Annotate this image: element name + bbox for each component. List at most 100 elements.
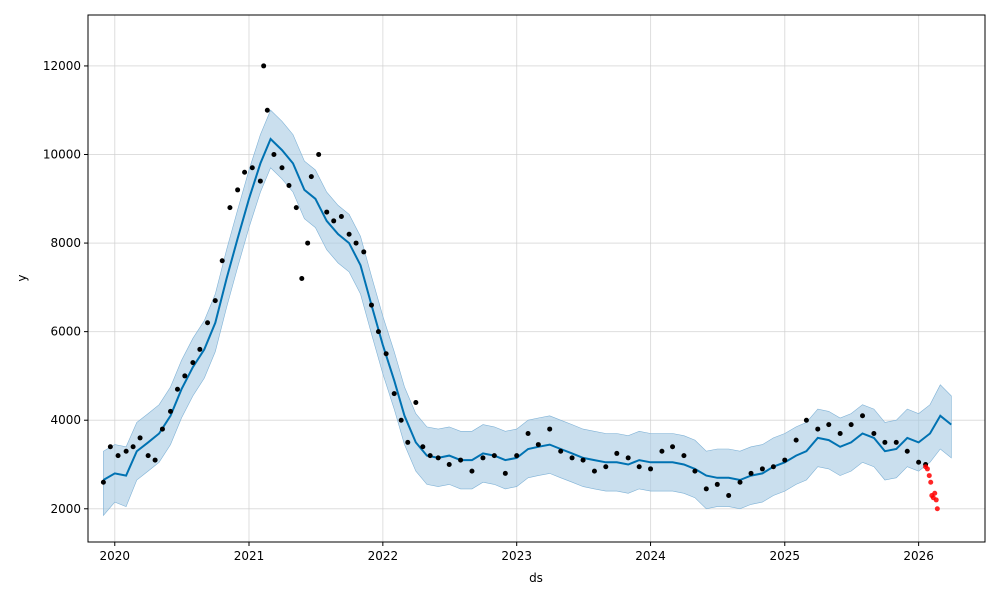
observed-point (205, 320, 211, 326)
observed-point (614, 450, 620, 456)
recent-point (934, 506, 940, 512)
recent-point (932, 490, 938, 496)
observed-point (860, 413, 866, 419)
observed-point (235, 187, 241, 193)
observed-point (368, 302, 374, 308)
uncertainty-band (103, 109, 952, 517)
observed-point (458, 457, 464, 463)
observed-point (726, 493, 732, 498)
observed-point (491, 453, 497, 459)
observed-point (286, 183, 292, 188)
observed-point (293, 205, 299, 211)
observed-point (547, 426, 553, 432)
observed-point (525, 431, 531, 436)
x-tick-label: 2020 (99, 549, 130, 563)
observed-point (308, 174, 314, 180)
observed-point (748, 470, 754, 476)
observed-point (893, 439, 899, 445)
observed-point (115, 453, 121, 459)
observed-point (331, 218, 337, 224)
plot-frame (87, 14, 986, 543)
observed-point (197, 346, 203, 352)
observed-point (123, 448, 129, 454)
observed-point (770, 464, 776, 470)
observed-point (316, 152, 322, 157)
observed-point (427, 453, 433, 459)
observed-point (435, 455, 441, 461)
observed-point (137, 435, 143, 441)
observed-point (159, 426, 165, 432)
observed-point (174, 386, 180, 392)
observed-point (580, 457, 586, 463)
observed-point (803, 417, 809, 423)
observed-point (502, 470, 508, 476)
x-tick-label: 2026 (903, 549, 934, 563)
observed-point (361, 249, 367, 255)
observed-point (279, 165, 285, 171)
observed-point (480, 455, 486, 461)
x-tick-label: 2024 (635, 549, 666, 563)
x-tick-label: 2023 (501, 549, 532, 563)
observed-point (190, 360, 196, 366)
observed-point (338, 214, 344, 219)
observed-point (299, 276, 305, 281)
observed-point (420, 444, 426, 450)
forecast-line (102, 137, 952, 482)
observed-point (782, 457, 788, 463)
x-tick-label: 2022 (368, 549, 399, 563)
observed-point (569, 455, 575, 461)
observed-point (469, 468, 475, 474)
x-tick-label: 2021 (234, 549, 265, 563)
observed-point (145, 453, 151, 459)
observed-point (383, 351, 389, 357)
observed-point (659, 448, 665, 454)
observed-point (759, 466, 765, 472)
observed-point (261, 63, 267, 69)
observed-point (848, 422, 854, 428)
recent-point (928, 479, 934, 485)
y-axis: 2000 4000 6000 8000 10000 12000 (43, 59, 88, 516)
y-tick-label: 12000 (43, 59, 81, 73)
observed-point (636, 464, 642, 470)
observed-point (353, 240, 359, 246)
observed-point (346, 231, 352, 237)
recent-point (924, 466, 930, 472)
observed-point (882, 439, 888, 445)
x-tick-label: 2025 (769, 549, 800, 563)
observed-point (648, 466, 654, 472)
observed-point (837, 431, 843, 436)
observed-point (264, 107, 270, 113)
observed-point (130, 444, 136, 450)
y-tick-label: 2000 (50, 502, 81, 516)
observed-point (793, 437, 799, 443)
observed-point (737, 479, 743, 485)
observed-point (152, 457, 158, 463)
uncertainty-band-area (103, 109, 952, 517)
observed-point (212, 298, 218, 304)
observed-point (514, 453, 520, 459)
observed-point (375, 329, 381, 335)
observed-point (100, 479, 106, 485)
observed-point (219, 258, 225, 264)
observed-point (916, 459, 922, 465)
y-tick-label: 10000 (43, 148, 81, 162)
observed-point (703, 486, 709, 492)
observed-point (398, 417, 404, 423)
y-tick-label: 8000 (50, 236, 81, 250)
observed-point (305, 240, 311, 246)
observed-point (871, 431, 877, 436)
recent-point (926, 473, 932, 479)
observed-point (670, 444, 676, 450)
observed-point (227, 205, 233, 211)
x-axis: 2020 2021 2022 2023 2024 2025 2026 (99, 542, 934, 563)
observed-point (826, 422, 832, 428)
observed-point (714, 481, 720, 487)
observed-point (182, 373, 188, 379)
observed-point (815, 426, 821, 432)
observed-point (405, 439, 411, 445)
observed-point (692, 468, 698, 474)
x-axis-label: ds (529, 571, 543, 585)
y-axis-label: y (15, 274, 29, 281)
